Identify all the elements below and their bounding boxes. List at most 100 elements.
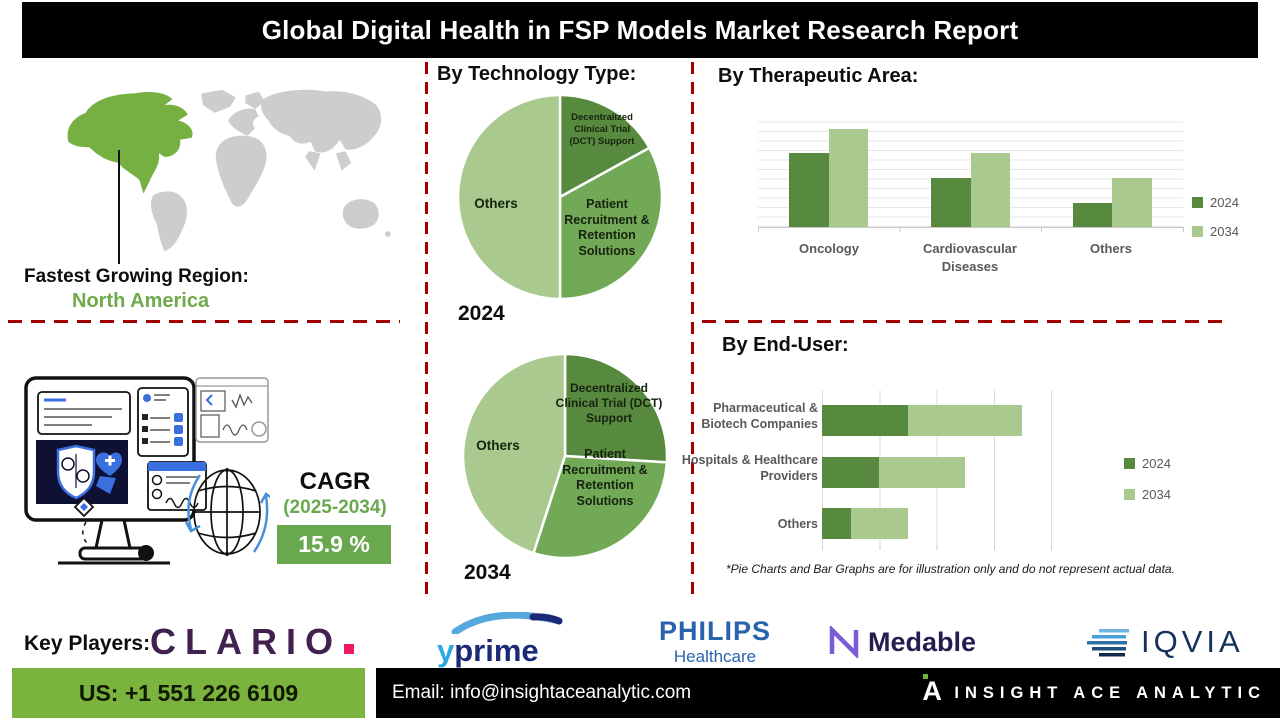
footer-email: Email: info@insightaceanalytic.com [392, 682, 692, 703]
iqvia-logo: IQVIA [1085, 624, 1244, 660]
brand-green-dot [923, 674, 929, 679]
pie-chart-2024 [456, 93, 664, 301]
gauge-chart [251, 421, 267, 437]
pie-slice-0 [558, 93, 651, 199]
cagr-value: 15.9 % [298, 531, 370, 557]
region-label: Fastest Growing Region: [24, 266, 249, 287]
technology-heading: By Technology Type: [437, 63, 637, 85]
bar-2024-others [1072, 203, 1113, 227]
enduser-legend: 2024 2034 [1124, 456, 1171, 502]
legend-row-2034: 2034 [1192, 224, 1239, 239]
divider-vertical-1 [425, 62, 428, 598]
therapeutic-bars [758, 113, 1183, 227]
legend-label-2024: 2024 [1210, 195, 1239, 210]
enduser-bars [822, 390, 1058, 545]
legend-swatch-2024 [1124, 458, 1135, 469]
brand-logo: A INSIGHT ACE ANALYTIC [922, 674, 1266, 710]
legend-swatch-2034 [1192, 226, 1203, 237]
legend-label-2034: 2034 [1142, 487, 1171, 502]
page-title: Global Digital Health in FSP Models Mark… [261, 14, 1019, 45]
globe-icon [193, 469, 261, 555]
footer-bar: Email: info@insightaceanalytic.com A INS… [376, 668, 1280, 718]
enduser-label-others: Others [777, 517, 818, 531]
region-value: North America [72, 290, 210, 312]
segment-2034-others [850, 508, 908, 539]
philips-division: Healthcare [673, 647, 757, 666]
rotation-arrows [184, 474, 270, 553]
enduser-heading: By End-User: [722, 334, 849, 356]
therapeutic-heading: By Therapeutic Area: [718, 65, 919, 87]
therapeutic-bar-chart [758, 113, 1183, 228]
pie2024-slice-label-dct: Decentralized Clinical Trial (DCT) Suppo… [569, 112, 635, 147]
therapeutic-category-cardiovascular: Cardiovascular Diseases [923, 241, 1017, 274]
map-india [305, 151, 321, 171]
hand-icon [96, 476, 116, 494]
legend-label-2034: 2034 [1210, 224, 1239, 239]
map-australia [342, 199, 379, 229]
pie2034-slice-label-dct: Decentralized Clinical Trial (DCT) Suppo… [555, 381, 663, 425]
map-pointer-line [118, 150, 120, 264]
pie2024-slice-label-patient-recruitment: Patient Recruitment & Retention Solution… [564, 197, 650, 258]
legend-swatch-2024 [1192, 197, 1203, 208]
pie2034-year-label: 2034 [464, 561, 511, 584]
pie-slice-2 [461, 352, 567, 555]
divider-right-horizontal [702, 320, 1228, 323]
legend-label-2024: 2024 [1142, 456, 1171, 471]
yprime-logo: yprime [437, 611, 597, 668]
therapeutic-category-oncology: Oncology [799, 241, 859, 256]
title-banner: Global Digital Health in FSP Models Mark… [22, 2, 1258, 58]
cagr-period: (2025-2034) [283, 497, 387, 518]
map-new-zealand [384, 231, 391, 237]
map-north-america [67, 91, 193, 194]
pie-slice-1 [558, 146, 664, 301]
map-scandinavia [245, 91, 265, 109]
map-greenland [201, 89, 236, 113]
iqvia-name: IQVIA [1141, 624, 1244, 659]
screen-card-text [37, 391, 131, 435]
pie-slice-1 [532, 454, 669, 560]
divider-left-horizontal [8, 320, 400, 323]
disclaimer-note: *Pie Charts and Bar Graphs are for illus… [726, 562, 1175, 576]
zigzag-chart [231, 393, 253, 409]
yprime-prime: prime [454, 633, 539, 668]
world-map [67, 89, 391, 252]
clario-logo: CLARIO [150, 621, 354, 663]
brand-name: INSIGHT ACE ANALYTIC [954, 683, 1266, 702]
legend-row-2034: 2034 [1124, 487, 1171, 502]
iqvia-bars [1087, 629, 1129, 657]
medable-logo: Medable [828, 626, 976, 658]
map-europe [228, 108, 259, 136]
legend-row-2024: 2024 [1124, 456, 1171, 471]
therapeutic-legend: 2024 2034 [1192, 195, 1239, 239]
clario-wordmark: CLARIO [150, 621, 342, 662]
cagr-value-box: 15.9 % [277, 525, 391, 564]
cagr-label: CAGR [299, 468, 371, 495]
pie-slice-0 [563, 352, 669, 464]
medable-name: Medable [868, 626, 977, 657]
segment-2034-pharmaceutical-biotech-companies [907, 405, 1023, 436]
enduser-label-hospitals: Hospitals & Healthcare Providers [681, 453, 818, 484]
monitor-stand [94, 518, 132, 550]
philips-name: PHILIPS [658, 616, 772, 646]
medable-mark [829, 626, 859, 658]
enduser-x-ticks [822, 545, 1058, 550]
map-africa [215, 135, 267, 207]
bar-2034-others [1112, 178, 1152, 227]
pie-slice-2 [456, 93, 562, 301]
map-se-asia [335, 151, 352, 171]
enduser-label-pharma: Pharmaceutical & Biotech Companies [701, 401, 818, 432]
divider-vertical-2 [691, 62, 694, 598]
pie2024-year-label: 2024 [458, 302, 505, 325]
yprime-swoosh [451, 611, 563, 636]
legend-swatch-2034 [1124, 489, 1135, 500]
yprime-y: y [437, 633, 455, 668]
fastest-growing-region: Fastest Growing Region: North America [24, 266, 404, 313]
segment-2024-pharmaceutical-biotech-companies [822, 405, 908, 436]
bar-2024-oncology [789, 152, 829, 227]
legend-row-2024: 2024 [1192, 195, 1239, 210]
bar-2024-cardiovascular-diseases [931, 178, 971, 227]
pie2034-slice-label-patient-recruitment: Patient Recruitment & Retention Solution… [562, 447, 648, 508]
therapeutic-category-others: Others [1090, 241, 1132, 256]
map-south-america [151, 191, 187, 252]
